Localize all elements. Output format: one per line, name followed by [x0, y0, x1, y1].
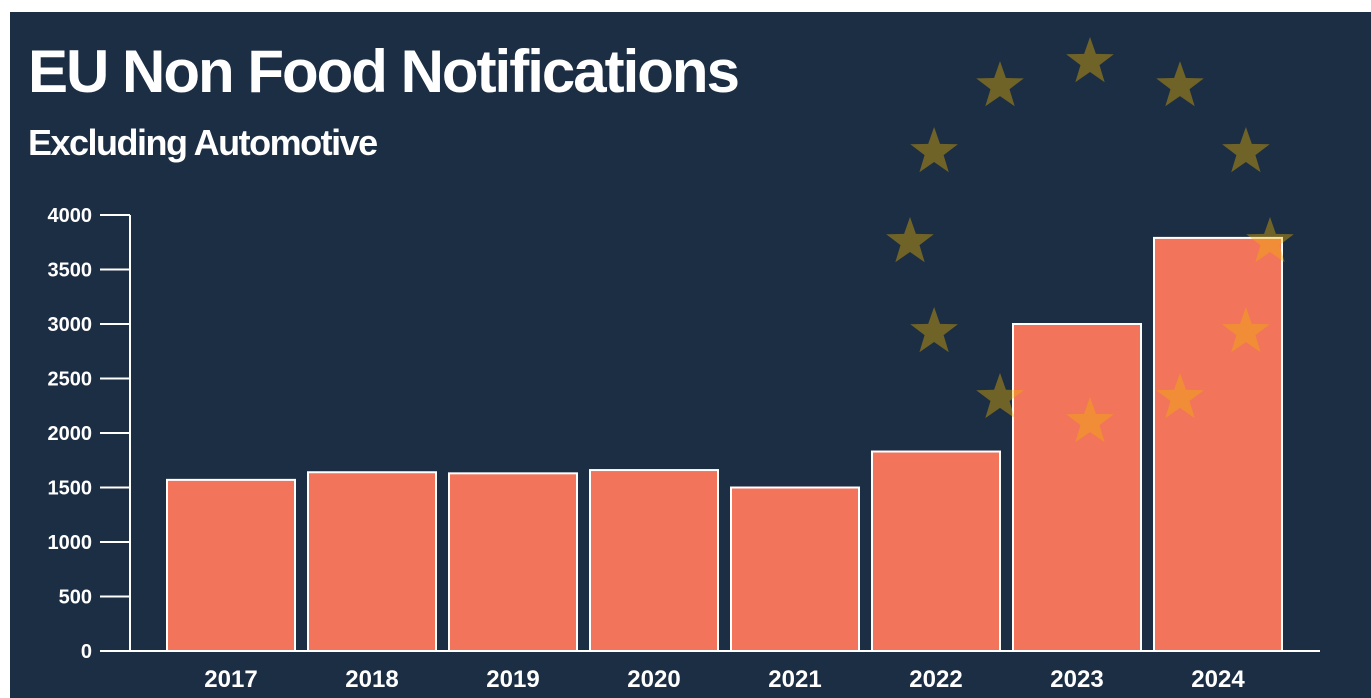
y-tick-label: 500: [59, 587, 92, 609]
star: [910, 307, 958, 353]
bar: [448, 472, 578, 652]
y-tick-label: 2000: [48, 423, 93, 445]
bar: [1153, 236, 1283, 652]
x-tick-label: 2017: [204, 666, 257, 693]
x-tick-label: 2021: [768, 666, 821, 693]
bar: [730, 486, 860, 652]
y-tick-label: 3500: [48, 260, 93, 282]
x-tick-label: 2020: [627, 666, 680, 693]
star: [976, 372, 1024, 419]
star: [1066, 397, 1114, 443]
star: [1222, 307, 1270, 353]
star: [976, 61, 1024, 107]
star: [1156, 61, 1204, 107]
y-tick-label: 1500: [48, 478, 93, 500]
x-tick-label: 2018: [345, 666, 398, 693]
y-tick-label: 0: [81, 641, 92, 663]
x-tick-label: 2022: [909, 666, 962, 693]
y-tick-label: 3000: [48, 314, 93, 336]
star: [1066, 37, 1114, 83]
x-tick-label: 2024: [1191, 666, 1245, 693]
chart-title: EU Non Food Notifications: [28, 38, 738, 105]
bar: [1012, 323, 1142, 652]
bar: [871, 450, 1001, 652]
y-tick-label: 2500: [48, 369, 93, 391]
star: [910, 127, 958, 173]
plot-area: 0 500 1000 1500 2000 2500 3000 3500 4000 2017 2018…: [48, 205, 1320, 693]
x-tick-label: 2019: [486, 666, 539, 693]
bar: [166, 478, 296, 652]
eu-stars: [886, 37, 1294, 443]
y-tick-label: 4000: [48, 205, 93, 227]
star: [1246, 217, 1294, 263]
chart-subtitle: Excluding Automotive: [28, 122, 377, 163]
star: [886, 217, 934, 263]
star: [1156, 372, 1204, 419]
x-tick-label: 2023: [1050, 666, 1103, 693]
y-tick-label: 1000: [48, 532, 93, 554]
bar: [589, 469, 719, 652]
bar: [307, 471, 437, 652]
star: [1222, 127, 1270, 173]
